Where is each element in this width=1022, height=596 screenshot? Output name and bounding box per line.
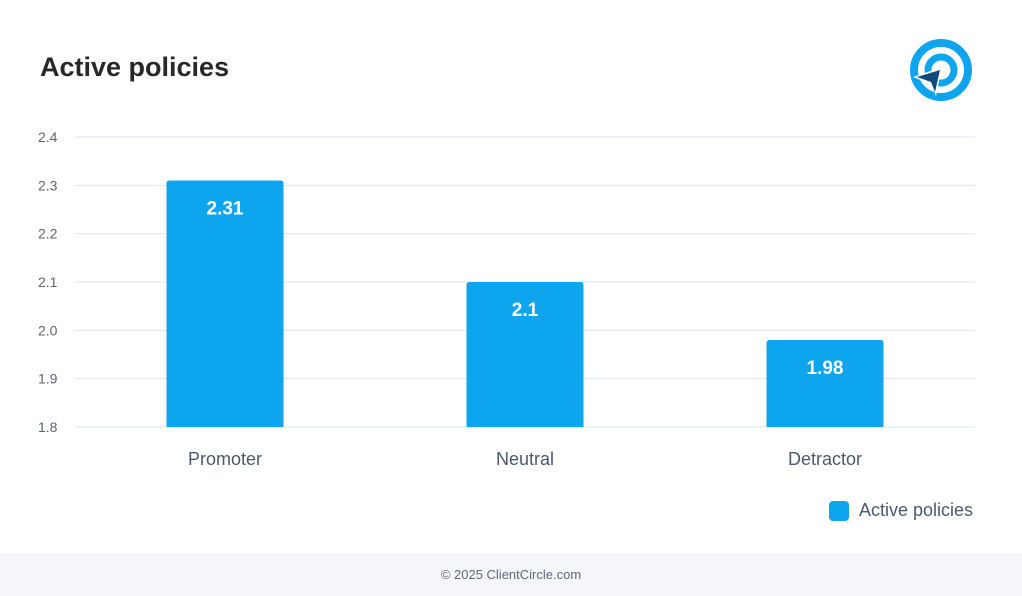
- chart-title: Active policies: [40, 52, 230, 82]
- footer: © 2025 ClientCircle.com: [0, 553, 1022, 596]
- legend-swatch: [828, 500, 849, 521]
- bar-data-label: 2.31: [207, 199, 244, 220]
- legend-label: Active policies: [858, 500, 973, 520]
- x-tick-label: Promoter: [188, 449, 262, 469]
- y-tick-label: 2.4: [38, 129, 58, 145]
- bar-data-label: 1.98: [807, 358, 844, 379]
- x-axis-ticks: Promoter Neutral Detractor: [188, 449, 862, 469]
- bar: [166, 180, 284, 427]
- bars: 2.31 2.1 1.98: [166, 180, 884, 427]
- legend: Active policies: [828, 500, 973, 521]
- y-axis-ticks: 1.8 1.9 2.0 2.1 2.2 2.3 2.4: [38, 129, 58, 435]
- bar: [466, 282, 584, 427]
- y-tick-label: 1.9: [38, 371, 58, 387]
- y-tick-label: 2.0: [38, 322, 58, 338]
- y-tick-label: 1.8: [38, 419, 58, 435]
- bar: [766, 340, 884, 427]
- y-tick-label: 2.2: [38, 226, 58, 242]
- y-tick-label: 2.1: [38, 274, 58, 290]
- footer-copyright: © 2025 ClientCircle.com: [440, 567, 582, 582]
- x-tick-label: Detractor: [788, 449, 862, 469]
- bar-chart: 1.8 1.9 2.0 2.1 2.2 2.3 2.4 2.31 2.1 1.98 Promot…: [38, 129, 975, 469]
- bar-data-label: 2.1: [512, 300, 539, 321]
- y-tick-label: 2.3: [38, 177, 58, 193]
- target-arrow-icon: [905, 34, 977, 106]
- x-tick-label: Neutral: [496, 449, 554, 469]
